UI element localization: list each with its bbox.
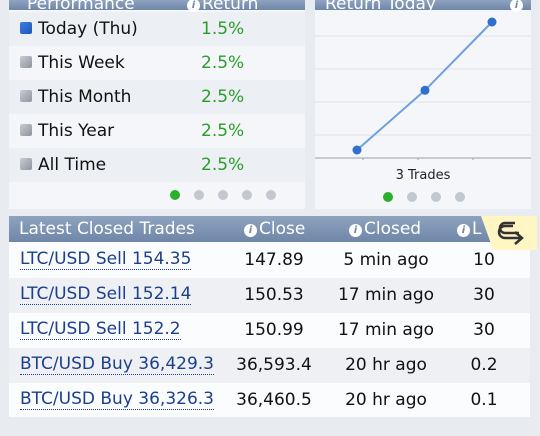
close-price: 36,460.5 (236, 390, 312, 410)
performance-row[interactable]: This Month 2.5% (9, 80, 305, 114)
share-arrow-icon (497, 221, 524, 245)
info-icon[interactable]: i (244, 224, 257, 237)
period-icon (20, 22, 32, 34)
close-price: 150.99 (244, 320, 304, 340)
period-label: This Week (38, 53, 125, 73)
return-today-header: Return Today i (315, 0, 531, 14)
return-today-pager-dot[interactable] (407, 192, 417, 202)
performance-pager-dot[interactable] (170, 190, 180, 200)
performance-row[interactable]: This Week 2.5% (9, 46, 305, 80)
period-label: All Time (38, 155, 107, 175)
info-icon[interactable]: i (457, 224, 470, 237)
table-row: BTC/USD Buy 36,326.3 36,460.5 20 hr ago 0.1 (9, 383, 530, 418)
period-icon (20, 158, 32, 170)
performance-pager (170, 190, 276, 200)
data-point[interactable] (352, 145, 362, 155)
period-return: 2.5% (201, 121, 245, 141)
trade-link[interactable]: BTC/USD Buy 36,326.3 (20, 389, 214, 410)
performance-pager-dot[interactable] (242, 190, 252, 200)
close-price: 150.53 (244, 285, 304, 305)
close-price: 147.89 (244, 250, 304, 270)
closed-time: 5 min ago (343, 250, 429, 270)
lots-value: 30 (473, 320, 495, 340)
performance-pager-dot[interactable] (266, 190, 276, 200)
trade-link[interactable]: LTC/USD Sell 152.2 (20, 319, 181, 340)
period-return: 1.5% (201, 19, 245, 39)
performance-row[interactable]: Today (Thu) 1.5% (9, 12, 305, 46)
period-return: 2.5% (201, 87, 245, 107)
performance-pager-dot[interactable] (218, 190, 228, 200)
return-today-chart (315, 17, 531, 160)
close-price: 36,593.4 (236, 355, 312, 375)
period-return: 2.5% (201, 155, 245, 175)
trade-link[interactable]: LTC/USD Sell 154.35 (20, 249, 192, 270)
return-column-label: Return (202, 0, 259, 14)
info-icon[interactable]: i (510, 0, 523, 12)
closed-time: 17 min ago (337, 285, 435, 305)
lots-value: 0.1 (470, 390, 498, 410)
performance-row[interactable]: All Time 2.5% (9, 148, 305, 182)
performance-header: Performance i Return (9, 0, 305, 14)
performance-panel: Performance i Return Today (Thu) 1.5% This … (9, 0, 305, 209)
data-point[interactable] (420, 85, 430, 95)
data-point[interactable] (487, 17, 497, 27)
period-icon (20, 124, 32, 136)
performance-row[interactable]: This Year 2.5% (9, 114, 305, 148)
table-row: BTC/USD Buy 36,429.3 36,593.4 20 hr ago 0.2 (9, 348, 530, 383)
lots-value: 10 (473, 250, 495, 270)
table-row: LTC/USD Sell 152.14 150.53 17 min ago 30 (9, 278, 530, 313)
info-icon[interactable]: i (187, 0, 200, 12)
lots-value: 0.2 (470, 355, 498, 375)
closed-time: 20 hr ago (345, 390, 427, 410)
lots-column-label: L (472, 219, 482, 239)
period-label: This Year (38, 121, 115, 141)
trade-link[interactable]: LTC/USD Sell 152.14 (20, 284, 192, 305)
closed-column-label: Closed (364, 219, 422, 239)
info-icon[interactable]: i (349, 224, 362, 237)
return-today-pager-dot[interactable] (431, 192, 441, 202)
table-row: LTC/USD Sell 154.35 147.89 5 min ago 10 (9, 243, 530, 278)
performance-title: Performance (27, 0, 135, 14)
lots-value: 30 (473, 285, 495, 305)
return-today-title: Return Today (325, 0, 436, 14)
return-today-pager (383, 192, 465, 202)
closed-time: 17 min ago (337, 320, 435, 340)
period-label: This Month (38, 87, 132, 107)
closed-time: 20 hr ago (345, 355, 427, 375)
closed-trades-title: Latest Closed Trades (19, 219, 195, 239)
period-return: 2.5% (201, 53, 245, 73)
period-icon (20, 56, 32, 68)
period-icon (20, 90, 32, 102)
trade-link[interactable]: BTC/USD Buy 36,429.3 (20, 354, 214, 375)
table-row: LTC/USD Sell 152.2 150.99 17 min ago 30 (9, 313, 530, 348)
return-today-pager-dot[interactable] (455, 192, 465, 202)
trades-count-label: 3 Trades (395, 168, 451, 183)
return-today-pager-dot[interactable] (383, 192, 393, 202)
return-today-panel: Return Today i 3 Trades (315, 0, 531, 209)
close-column-label: Close (259, 219, 306, 239)
period-label: Today (Thu) (38, 19, 138, 39)
performance-pager-dot[interactable] (194, 190, 204, 200)
